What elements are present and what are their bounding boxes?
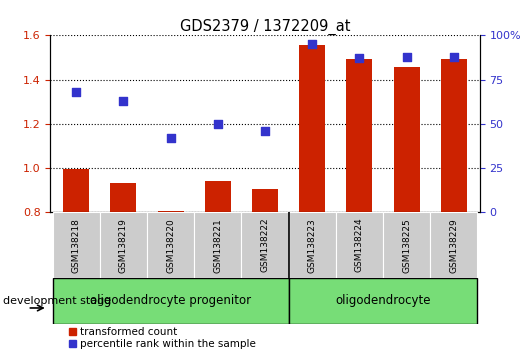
Point — [355, 56, 364, 61]
Bar — [299, 45, 325, 212]
Point — [308, 41, 316, 47]
Bar — [336, 212, 383, 278]
Text: GSM138225: GSM138225 — [402, 218, 411, 273]
Bar — [158, 211, 183, 212]
Text: development stage: development stage — [3, 296, 111, 306]
Title: GDS2379 / 1372209_at: GDS2379 / 1372209_at — [180, 19, 350, 35]
Bar — [52, 278, 289, 324]
Point — [261, 128, 269, 134]
Point — [166, 135, 175, 141]
Bar — [241, 212, 289, 278]
Bar — [430, 212, 478, 278]
Bar — [394, 68, 420, 212]
Text: GSM138220: GSM138220 — [166, 218, 175, 273]
Text: oligodendrocyte progenitor: oligodendrocyte progenitor — [90, 295, 251, 307]
Bar — [100, 212, 147, 278]
Text: oligodendrocyte: oligodendrocyte — [335, 295, 431, 307]
Point — [449, 54, 458, 59]
Bar — [194, 212, 241, 278]
Text: GSM138222: GSM138222 — [261, 218, 269, 273]
Bar — [147, 212, 194, 278]
Bar — [52, 212, 100, 278]
Text: GSM138218: GSM138218 — [72, 218, 81, 273]
Bar — [441, 59, 467, 212]
Text: GSM138223: GSM138223 — [308, 218, 317, 273]
Point — [119, 98, 128, 104]
Point — [214, 121, 222, 127]
Bar — [289, 212, 336, 278]
Bar — [63, 169, 89, 212]
Text: GSM138219: GSM138219 — [119, 218, 128, 273]
Point — [72, 89, 81, 95]
Text: GSM138224: GSM138224 — [355, 218, 364, 273]
Text: GSM138221: GSM138221 — [213, 218, 222, 273]
Point — [402, 54, 411, 59]
Text: GSM138229: GSM138229 — [449, 218, 458, 273]
Bar — [383, 212, 430, 278]
Bar — [252, 189, 278, 212]
Bar — [110, 183, 136, 212]
Bar — [205, 181, 231, 212]
Bar — [347, 59, 372, 212]
Bar — [289, 278, 478, 324]
Legend: transformed count, percentile rank within the sample: transformed count, percentile rank withi… — [69, 327, 256, 349]
